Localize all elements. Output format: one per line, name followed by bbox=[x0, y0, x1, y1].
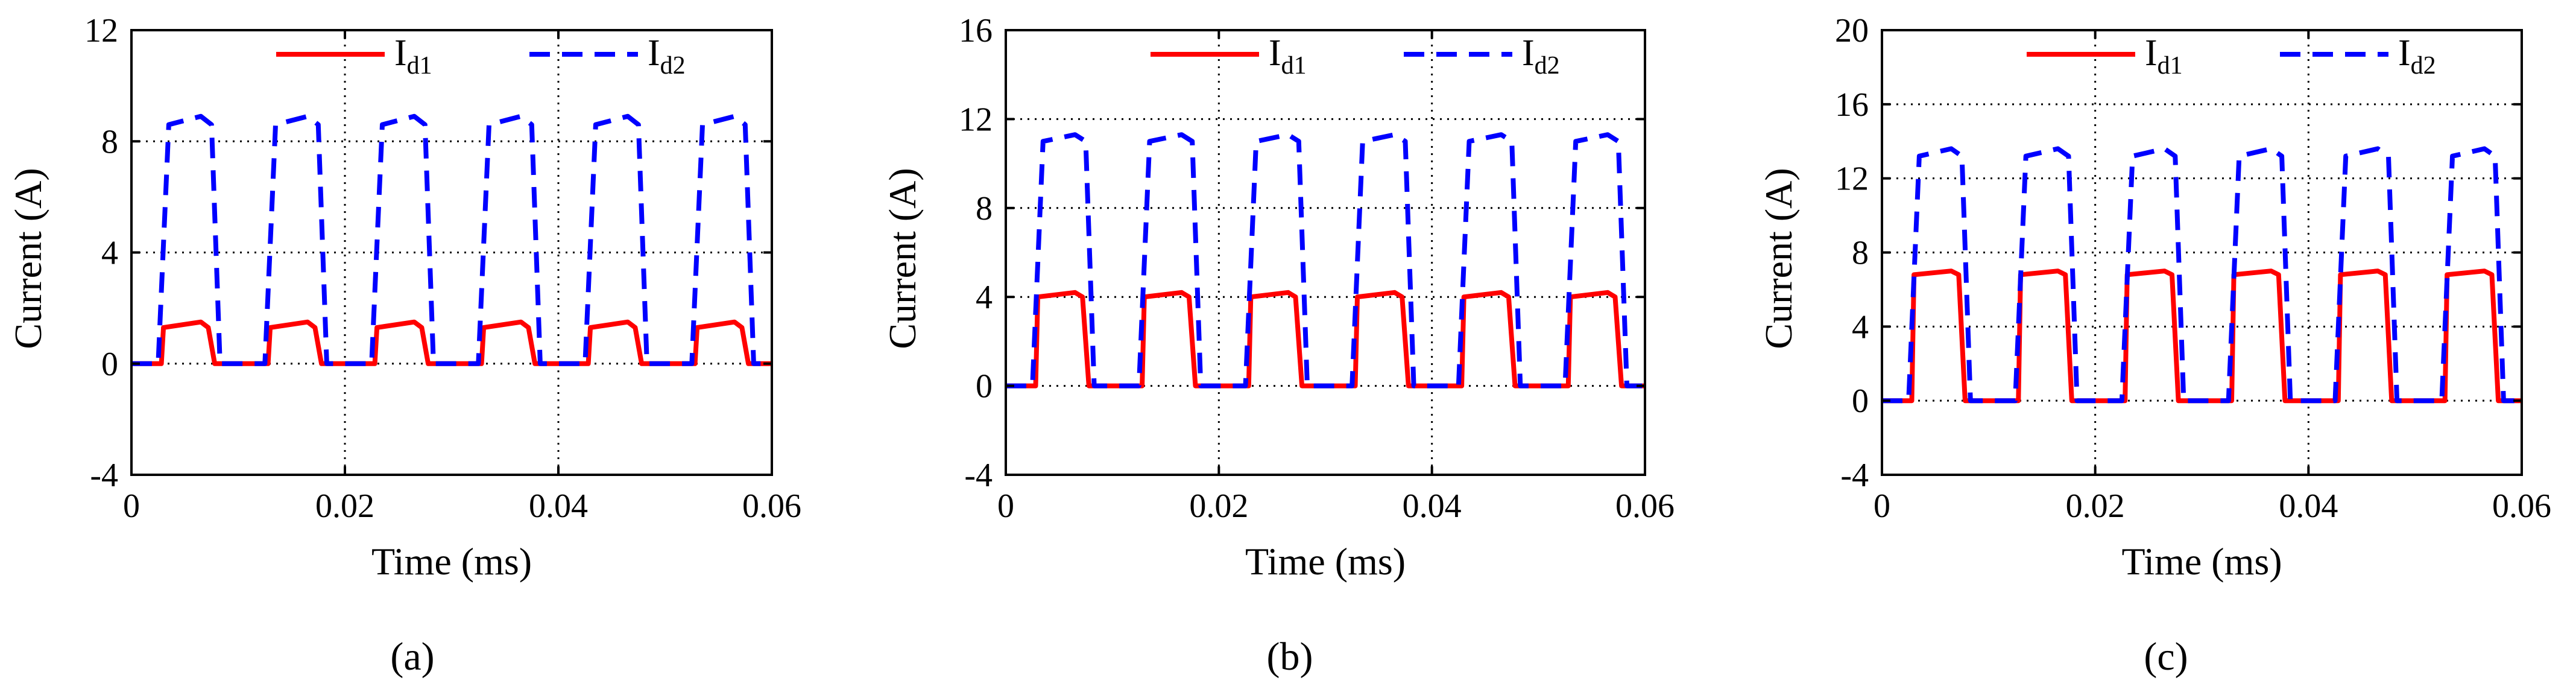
legend-label-id1: Id1 bbox=[1269, 33, 1307, 80]
y-tick-label: 8 bbox=[101, 123, 118, 160]
panel-label: (b) bbox=[1267, 635, 1313, 679]
legend-label-id2: Id2 bbox=[2398, 33, 2436, 80]
x-tick-label: 0.02 bbox=[2066, 487, 2125, 525]
legend-subscript: d1 bbox=[1281, 52, 1307, 80]
y-tick-label: -4 bbox=[964, 457, 993, 494]
y-tick-label: 12 bbox=[1835, 160, 1869, 198]
legend-label-id2: Id2 bbox=[648, 33, 686, 80]
y-tick-label: 4 bbox=[976, 279, 993, 316]
series-line-id2 bbox=[131, 113, 772, 366]
legend-subscript: d2 bbox=[660, 52, 686, 80]
x-tick-label: 0.02 bbox=[315, 487, 374, 525]
y-tick-label: -4 bbox=[90, 457, 118, 494]
x-tick-label: 0.04 bbox=[1403, 487, 1462, 525]
series-line-id1 bbox=[1006, 290, 1645, 389]
y-tick-label: -4 bbox=[1840, 457, 1869, 494]
y-tick-label: 4 bbox=[1852, 308, 1869, 346]
series-line-id1 bbox=[131, 319, 772, 366]
plot-frame bbox=[1005, 29, 1646, 476]
y-tick-label: 0 bbox=[976, 368, 993, 405]
series-line-id1 bbox=[1882, 268, 2522, 404]
x-tick-label: 0.04 bbox=[2279, 487, 2338, 525]
x-axis-label: Time (ms) bbox=[1245, 540, 1406, 583]
y-axis-label: Current (A) bbox=[881, 168, 924, 349]
x-tick-label: 0.04 bbox=[529, 487, 588, 525]
legend-subscript: d1 bbox=[2158, 52, 2183, 80]
y-tick-label: 20 bbox=[1835, 12, 1869, 49]
legend-main-text: I bbox=[1522, 33, 1535, 74]
y-tick-label: 12 bbox=[84, 12, 118, 49]
legend-subscript: d2 bbox=[2411, 52, 2436, 80]
legend-main-text: I bbox=[394, 33, 407, 74]
series-line-id2 bbox=[1882, 146, 2522, 404]
panel-label: (c) bbox=[2144, 635, 2188, 679]
legend-subscript: d2 bbox=[1535, 52, 1560, 80]
panel-label: (a) bbox=[390, 635, 434, 679]
y-tick-label: 8 bbox=[976, 190, 993, 227]
y-tick-label: 12 bbox=[959, 101, 993, 138]
y-tick-label: 8 bbox=[1852, 235, 1869, 272]
legend-main-text: I bbox=[2398, 33, 2411, 74]
series-line-id2 bbox=[1006, 132, 1645, 389]
legend-main-text: I bbox=[1269, 33, 1281, 74]
legend-main-text: I bbox=[648, 33, 660, 74]
legend-label-id2: Id2 bbox=[1522, 33, 1560, 80]
x-tick-label: 0.06 bbox=[2492, 487, 2551, 525]
x-tick-label: 0 bbox=[1874, 487, 1890, 525]
y-tick-label: 0 bbox=[101, 346, 118, 383]
legend-subscript: d1 bbox=[407, 52, 432, 80]
y-tick-label: 4 bbox=[101, 235, 118, 272]
x-tick-label: 0 bbox=[997, 487, 1014, 525]
x-tick-label: 0 bbox=[123, 487, 140, 525]
x-axis-label: Time (ms) bbox=[2121, 540, 2282, 583]
y-axis-label: Current (A) bbox=[7, 168, 49, 349]
x-tick-label: 0.06 bbox=[742, 487, 801, 525]
y-tick-label: 0 bbox=[1852, 382, 1869, 420]
y-axis-label: Current (A) bbox=[1757, 168, 1800, 349]
x-tick-label: 0.06 bbox=[1615, 487, 1675, 525]
x-axis-label: Time (ms) bbox=[371, 540, 532, 583]
legend-main-text: I bbox=[2145, 33, 2158, 74]
legend-label-id1: Id1 bbox=[394, 33, 432, 80]
y-tick-label: 16 bbox=[1835, 86, 1869, 124]
legend-label-id1: Id1 bbox=[2145, 33, 2183, 80]
y-tick-label: 16 bbox=[959, 12, 993, 49]
x-tick-label: 0.02 bbox=[1189, 487, 1248, 525]
